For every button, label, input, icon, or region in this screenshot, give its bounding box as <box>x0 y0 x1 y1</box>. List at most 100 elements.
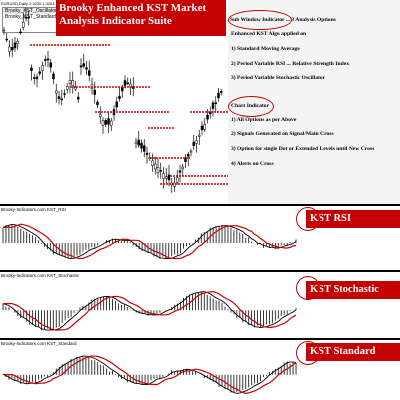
info-chart-option-1: 1) All Options as per Above <box>231 117 297 123</box>
candle-body <box>66 86 69 90</box>
candle-body <box>27 16 30 19</box>
candle-body <box>181 166 184 170</box>
highlight-oval-subwindow <box>228 10 292 30</box>
candle-body <box>110 120 113 126</box>
price-candles <box>2 7 228 193</box>
separator-1 <box>0 204 400 206</box>
kst-standard-oval <box>296 341 320 365</box>
candle-body <box>24 17 28 19</box>
info-chart-option-4: 4) Alerts on Cross <box>231 161 274 167</box>
separator-3 <box>0 338 400 340</box>
candle-body <box>82 63 85 67</box>
kst-stochastic-plot <box>2 290 297 331</box>
kst-main-line <box>2 355 297 394</box>
candle-body <box>13 42 17 49</box>
candle-body <box>2 29 6 32</box>
indicator-item-standard[interactable]: Brooky_KST_Standard <box>5 14 57 20</box>
candle-body <box>44 59 47 61</box>
candle-body <box>217 92 220 99</box>
subwindow-title-standard: Brooky-Indicators.com KST_Standard <box>1 341 77 346</box>
candle-body <box>8 46 11 52</box>
candle-body <box>35 76 39 80</box>
info-option-standard-ma: 1) Standard Moving Average <box>231 46 300 52</box>
candle-body <box>198 134 201 137</box>
candle-body <box>5 38 8 41</box>
candle-body <box>30 67 33 71</box>
candle-body <box>203 124 206 130</box>
candle-body <box>211 102 215 109</box>
candle-body <box>192 141 195 147</box>
candle-body <box>107 118 110 125</box>
kst-stochastic-banner: KST Stochastic <box>306 281 400 299</box>
info-panel: Sub Window Indicator ... 3 Analysis Opti… <box>228 0 400 204</box>
candle-body <box>118 95 121 99</box>
candle-body <box>96 101 99 106</box>
symbol-label: EURUSD,Daily 1.3239 1.3264 1.3241 1.3248 <box>1 1 82 6</box>
candle-body <box>46 58 50 61</box>
candle-body <box>145 152 149 155</box>
kst-signal-line <box>3 223 297 260</box>
info-chart-option-3: 3) Option for single Dot or Extended Lev… <box>231 146 375 152</box>
candle-body <box>159 170 162 172</box>
candle-body <box>126 82 129 85</box>
candle-body <box>200 125 204 131</box>
kst-signal-line <box>3 290 297 331</box>
candle-body <box>19 31 22 34</box>
candle-body <box>184 157 187 162</box>
kst-main-line <box>2 291 297 331</box>
kst-standard-plot <box>2 355 297 395</box>
candle-body <box>104 120 107 125</box>
candle-body <box>189 150 193 153</box>
candle-body <box>41 65 44 71</box>
candle-body <box>60 98 63 101</box>
candle-body <box>134 141 138 144</box>
main-chart[interactable]: EURUSD,Daily 1.3239 1.3264 1.3241 1.3248… <box>0 0 228 204</box>
candle-body <box>88 70 91 76</box>
info-enhanced-kst: Enhanced KST Algo applied on <box>231 31 307 37</box>
candle-body <box>165 176 168 179</box>
candle-body <box>57 96 61 99</box>
subwindow-title-rsi: Brooky-Indicators.com KST_RSI <box>1 207 66 212</box>
candle-body <box>143 145 146 152</box>
candle-body <box>85 67 88 70</box>
indicator-list-box[interactable]: Brooky_KST_Oscillator Brooky_KST_Standar… <box>2 7 58 33</box>
candle-body <box>93 89 96 95</box>
candle-body <box>71 80 74 86</box>
candle-body <box>33 77 36 79</box>
candle-body <box>79 65 83 68</box>
candle-body <box>115 101 118 108</box>
candle-body <box>99 113 102 117</box>
candle-body <box>101 120 105 126</box>
info-option-stochastic: 3) Period Variable Stochastic Oscillator <box>231 75 326 81</box>
kst-rsi-plot <box>2 223 297 260</box>
subwindow-kst-rsi[interactable]: Brooky-Indicators.com KST_RSI <box>0 206 400 270</box>
candle-body <box>178 170 182 173</box>
subwindow-kst-standard[interactable]: Brooky-Indicators.com KST_Standard <box>0 340 400 400</box>
candle-body <box>209 112 212 115</box>
subwindow-kst-stochastic[interactable]: Brooky-Indicators.com KST_Stochastic <box>0 272 400 338</box>
kst-standard-banner: KST Standard <box>306 343 400 361</box>
subwindow-title-stochastic: Brooky-Indicators.com KST_Stochastic <box>1 273 80 278</box>
candle-body <box>151 160 154 166</box>
indicator-item-oscillator[interactable]: Brooky_KST_Oscillator <box>3 8 57 14</box>
candle-body <box>49 62 52 68</box>
separator-2 <box>0 270 400 272</box>
candle-body <box>16 41 19 44</box>
kst-rsi-banner: KST RSI <box>306 210 400 228</box>
candle-body <box>154 163 157 170</box>
candle-body <box>63 93 66 95</box>
candle-body <box>38 71 41 74</box>
kst-stochastic-oval <box>296 276 320 300</box>
candle-body <box>52 73 55 80</box>
kst-main-line <box>2 223 297 260</box>
candle-body <box>77 96 80 100</box>
candle-body <box>137 139 140 146</box>
candle-body <box>22 21 25 28</box>
candle-body <box>68 80 72 84</box>
candle-body <box>11 47 14 51</box>
kst-rsi-oval <box>296 207 320 231</box>
candle-body <box>156 166 160 174</box>
candle-body <box>123 80 127 86</box>
info-option-rsi: 2) Period Variable RSI ... Relative Stre… <box>231 61 349 67</box>
